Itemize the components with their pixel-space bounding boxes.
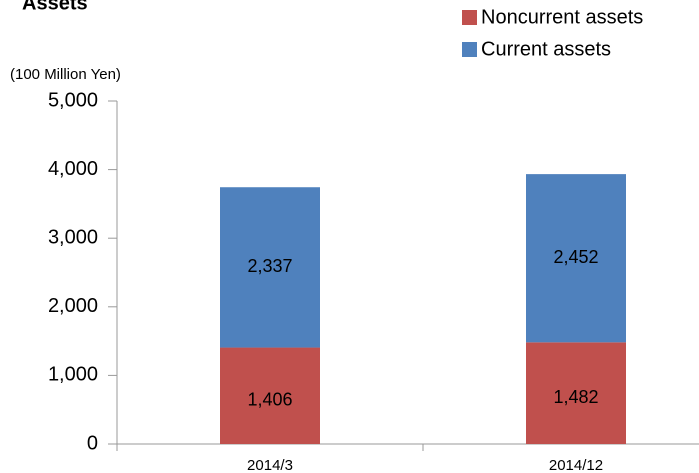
x-tick-label: 2014/12 <box>549 457 603 473</box>
y-tick-label: 1,000 <box>48 364 98 386</box>
legend-swatch <box>462 10 477 25</box>
y-tick-label: 0 <box>87 432 98 454</box>
y-axis-label: (100 Million Yen) <box>10 66 121 83</box>
bar-segment <box>220 347 320 444</box>
data-label: 1,406 <box>247 390 292 410</box>
legend-label: Noncurrent assets <box>481 6 643 28</box>
bar-segment <box>220 187 320 348</box>
legend-swatch <box>462 42 477 57</box>
y-tick-label: 5,000 <box>48 89 98 111</box>
y-tick-label: 2,000 <box>48 295 98 317</box>
data-label: 1,482 <box>553 387 598 407</box>
x-tick-label: 2014/3 <box>247 457 293 473</box>
chart-title: Assets <box>22 0 88 14</box>
y-tick-label: 3,000 <box>48 226 98 248</box>
data-label: 2,337 <box>247 256 292 276</box>
y-tick-label: 4,000 <box>48 158 98 180</box>
data-label: 2,452 <box>553 247 598 267</box>
bar-segment <box>526 174 626 343</box>
bar-segment <box>526 342 626 444</box>
legend-label: Current assets <box>481 38 611 60</box>
